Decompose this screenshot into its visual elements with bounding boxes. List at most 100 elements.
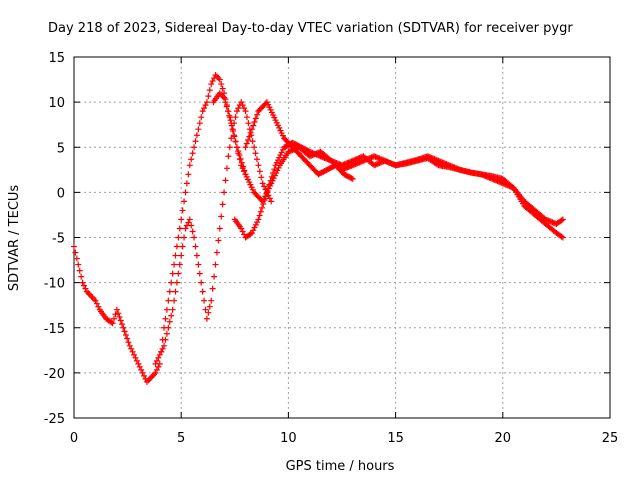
data-point <box>256 212 263 219</box>
y-tick-label: 15 <box>48 51 65 66</box>
y-tick-label: -15 <box>44 322 65 337</box>
y-tick-label: 0 <box>57 186 65 201</box>
data-point <box>119 321 126 328</box>
data-point <box>172 252 179 259</box>
data-point <box>250 227 257 234</box>
data-point <box>239 228 246 235</box>
data-point <box>266 181 273 188</box>
data-point <box>75 261 82 268</box>
data-point <box>193 252 200 259</box>
data-point <box>198 279 205 286</box>
series-track-e <box>242 99 356 182</box>
data-point <box>202 306 209 313</box>
data-point <box>219 85 226 92</box>
data-point <box>223 165 230 172</box>
series-track-b <box>152 99 275 367</box>
data-point <box>260 200 267 207</box>
data-point <box>246 133 253 140</box>
data-point <box>228 122 235 129</box>
data-point <box>221 189 228 196</box>
data-point <box>221 94 228 101</box>
data-point <box>132 354 139 361</box>
data-point <box>248 229 255 236</box>
data-point <box>133 357 140 364</box>
data-point <box>156 351 163 358</box>
data-point <box>228 135 235 142</box>
data-point <box>242 144 249 151</box>
data-point <box>250 122 257 129</box>
data-point <box>263 189 270 196</box>
data-point <box>226 144 233 151</box>
data-point <box>558 217 565 224</box>
data-point <box>213 249 220 256</box>
data-point <box>247 230 254 237</box>
data-point <box>239 102 246 109</box>
data-point <box>199 288 206 295</box>
data-point <box>155 363 162 370</box>
data-point <box>126 342 133 349</box>
data-point <box>128 345 135 352</box>
data-point <box>153 366 160 373</box>
data-point <box>252 150 259 157</box>
data-point <box>261 197 268 204</box>
data-point <box>182 225 189 232</box>
data-point <box>181 198 188 205</box>
data-point <box>216 76 223 83</box>
data-point <box>173 243 180 250</box>
y-axis-label: SDTVAR / TECUs <box>7 185 22 292</box>
data-point <box>249 138 256 145</box>
data-point <box>206 87 213 94</box>
data-point <box>182 189 189 196</box>
data-point <box>161 342 168 349</box>
data-point <box>124 335 131 342</box>
data-point <box>116 313 123 320</box>
data-point <box>178 216 185 223</box>
data-point <box>241 105 248 112</box>
data-point <box>270 170 277 177</box>
data-point <box>117 317 124 324</box>
data-point <box>193 132 200 139</box>
data-point <box>112 311 119 318</box>
data-point <box>227 117 234 124</box>
data-point <box>215 237 222 244</box>
data-point <box>139 369 146 376</box>
data-point <box>199 108 206 115</box>
data-point <box>158 348 165 355</box>
data-point <box>78 273 85 280</box>
y-axis-ticks: -25 -20 -15 -10 -5 0 5 10 15 <box>44 51 610 427</box>
data-point <box>230 128 237 135</box>
data-point <box>162 336 169 343</box>
data-point <box>192 243 199 250</box>
data-point <box>71 243 77 250</box>
data-point <box>211 273 218 280</box>
y-tick-label: -10 <box>44 277 65 292</box>
data-point <box>252 221 259 228</box>
data-point <box>255 216 262 223</box>
data-point <box>141 372 148 379</box>
data-point <box>192 138 199 145</box>
data-point <box>171 297 178 304</box>
data-point <box>208 81 215 88</box>
data-point <box>218 213 225 220</box>
data-point <box>235 148 242 155</box>
data-point <box>196 270 203 277</box>
data-point <box>251 118 258 125</box>
data-point <box>253 156 260 163</box>
data-point <box>349 175 356 182</box>
data-point <box>152 360 159 367</box>
data-point <box>226 112 233 119</box>
data-point <box>195 126 202 133</box>
data-point <box>216 225 223 232</box>
data-point <box>209 285 216 292</box>
data-point <box>261 183 268 190</box>
data-point <box>218 81 225 88</box>
data-point <box>252 115 259 122</box>
data-point <box>165 297 172 304</box>
data-points <box>71 72 566 385</box>
data-point <box>238 159 245 166</box>
data-point <box>186 162 193 169</box>
grid <box>74 57 610 418</box>
y-tick-label: -25 <box>44 412 65 427</box>
chart-title: Day 218 of 2023, Sidereal Day-to-day VTE… <box>48 21 573 36</box>
data-point <box>79 279 86 286</box>
